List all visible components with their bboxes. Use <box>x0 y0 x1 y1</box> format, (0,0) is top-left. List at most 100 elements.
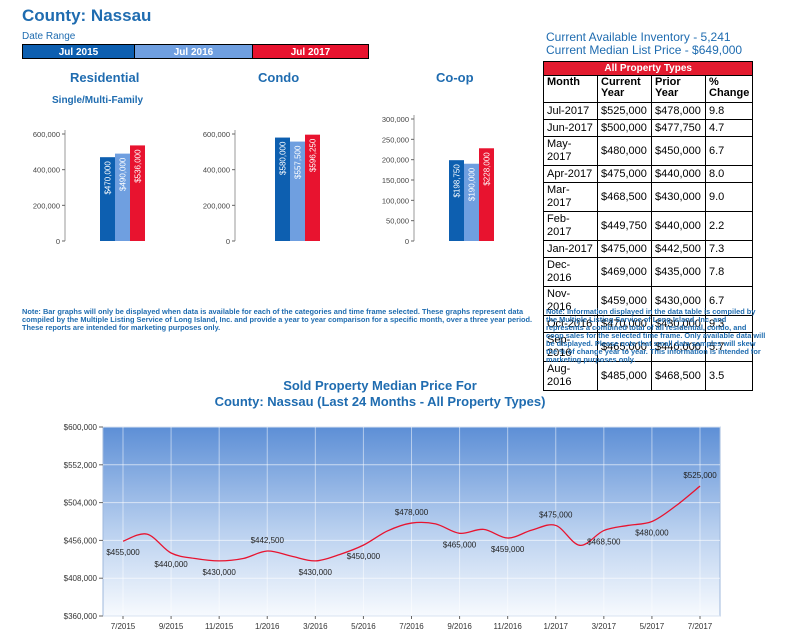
x-tick-label: 9/2016 <box>447 622 472 631</box>
table-row: Sep-2016 $465,000 $440,000 5.7 <box>543 332 754 362</box>
bar <box>449 160 464 241</box>
y-tick-label: $408,000 <box>64 574 98 583</box>
y-tick-label: 0 <box>56 237 60 246</box>
table-cell: $475,000 <box>597 165 652 183</box>
y-tick-label: $600,000 <box>64 423 98 432</box>
point-label: $430,000 <box>299 568 333 577</box>
bar <box>275 137 290 241</box>
y-tick-label: 200,000 <box>33 201 60 210</box>
table-cell: 5.7 <box>704 332 754 362</box>
x-tick-label: 11/2016 <box>494 622 523 631</box>
col-pct-change: % Change <box>704 75 754 103</box>
table-cell: Nov-2016 <box>543 286 598 316</box>
bar <box>130 145 145 241</box>
bar-value-label: $536,000 <box>134 149 143 183</box>
table-cell: 9.8 <box>704 102 754 120</box>
table-cell: 2.2 <box>704 211 754 241</box>
x-tick-label: 1/2016 <box>255 622 280 631</box>
table-cell: $440,000 <box>651 211 706 241</box>
point-label: $468,500 <box>587 538 621 547</box>
bar <box>115 153 130 241</box>
bar <box>479 148 494 241</box>
table-cell: $430,000 <box>651 182 706 212</box>
table-cell: 9.0 <box>704 182 754 212</box>
y-tick-label: $552,000 <box>64 461 98 470</box>
table-cell: 7.8 <box>704 257 754 287</box>
y-tick-label: 400,000 <box>33 166 60 175</box>
table-cell: Apr-2017 <box>543 165 598 183</box>
y-tick-label: 200,000 <box>382 156 409 165</box>
table-row: Feb-2017 $449,750 $440,000 2.2 <box>543 211 754 241</box>
table-cell: Aug-2016 <box>543 361 598 391</box>
county-title: County: Nassau <box>22 6 152 25</box>
table-cell: $469,000 <box>597 257 652 287</box>
bar-value-label: $198,750 <box>453 164 462 198</box>
table-cell: $475,000 <box>597 240 652 258</box>
bar <box>305 134 320 241</box>
table-cell: Jan-2017 <box>543 240 598 258</box>
y-tick-label: $456,000 <box>64 536 98 545</box>
table-row: Jul-2017 $525,000 $478,000 9.8 <box>543 102 754 120</box>
table-title: All Property Types <box>542 61 754 76</box>
point-label: $450,000 <box>347 552 381 561</box>
table-cell: Jul-2017 <box>543 102 598 120</box>
range-jul-2017[interactable]: Jul 2017 <box>252 44 369 59</box>
table-cell: $450,000 <box>651 136 706 166</box>
x-tick-label: 7/2016 <box>399 622 424 631</box>
condo-bar-chart: 0 200,000 400,000 600,000 $580,000 $557,500 $5… <box>203 130 320 246</box>
table-cell: Dec-2016 <box>543 257 598 287</box>
y-tick-label: 300,000 <box>382 115 409 124</box>
table-note: Note: Information displayed in the data … <box>546 307 766 364</box>
x-tick-label: 3/2017 <box>592 622 617 631</box>
table-cell: $470,000 <box>597 315 652 333</box>
table-cell: $465,000 <box>597 332 652 362</box>
line-chart-title-line1: Sold Property Median Price For <box>283 378 477 393</box>
residential-bar-chart: 0 200,000 400,000 600,000 $470,000 $490,000 $5… <box>33 130 145 246</box>
y-tick-label: 600,000 <box>33 130 60 139</box>
table-cell: $480,000 <box>597 136 652 166</box>
col-current-year: Current Year <box>597 75 652 103</box>
col-prior-year: Prior Year <box>651 75 706 103</box>
table-cell: 7.3 <box>704 240 754 258</box>
table-row: Oct-2016 $470,000 $430,000 9.3 <box>543 315 754 333</box>
col-month: Month <box>543 75 598 103</box>
bar-graph-note: Note: Bar graphs will only be displayed … <box>22 307 533 332</box>
bar-value-label: $557,500 <box>294 145 303 179</box>
range-jul-2016[interactable]: Jul 2016 <box>134 44 253 59</box>
table-cell: $500,000 <box>597 119 652 137</box>
table-row: May-2017 $480,000 $450,000 6.7 <box>543 136 754 166</box>
table-row: Aug-2016 $485,000 $468,500 3.5 <box>543 361 754 391</box>
inventory-summary: Current Available Inventory - 5,241 Curr… <box>546 31 742 57</box>
table-cell: Feb-2017 <box>543 211 598 241</box>
table-cell: $485,000 <box>597 361 652 391</box>
series-line <box>122 485 701 562</box>
point-label: $475,000 <box>539 510 573 519</box>
table-cell: $477,750 <box>651 119 706 137</box>
y-tick-label: 0 <box>405 237 409 246</box>
table-cell: $468,500 <box>651 361 706 391</box>
point-label: $430,000 <box>202 568 236 577</box>
table-cell: 6.7 <box>704 136 754 166</box>
bar-value-label: $580,000 <box>279 141 288 175</box>
y-tick-label: 200,000 <box>203 201 230 210</box>
bar <box>464 163 479 241</box>
table-row: Jun-2017 $500,000 $477,750 4.7 <box>543 119 754 137</box>
table-row: Mar-2017 $468,500 $430,000 9.0 <box>543 182 754 212</box>
x-tick-label: 5/2016 <box>351 622 376 631</box>
point-label: $480,000 <box>635 529 669 538</box>
table-cell: Mar-2017 <box>543 182 598 212</box>
table-cell: 4.7 <box>704 119 754 137</box>
table-cell: Sep-2016 <box>543 332 598 362</box>
y-tick-label: 150,000 <box>382 176 409 185</box>
x-tick-label: 11/2015 <box>205 622 234 631</box>
bar <box>100 157 115 241</box>
y-tick-label: 400,000 <box>203 166 230 175</box>
range-jul-2015[interactable]: Jul 2015 <box>22 44 135 59</box>
median-price-line-chart: $360,000 $408,000 $456,000 $504,000 $552,000… <box>64 423 721 631</box>
median-list-price: Current Median List Price - $649,000 <box>546 43 743 57</box>
y-tick-label: 0 <box>226 237 230 246</box>
point-label: $465,000 <box>443 540 477 549</box>
x-tick-label: 7/2015 <box>111 622 136 631</box>
x-tick-label: 1/2017 <box>544 622 569 631</box>
point-label: $478,000 <box>395 508 429 517</box>
